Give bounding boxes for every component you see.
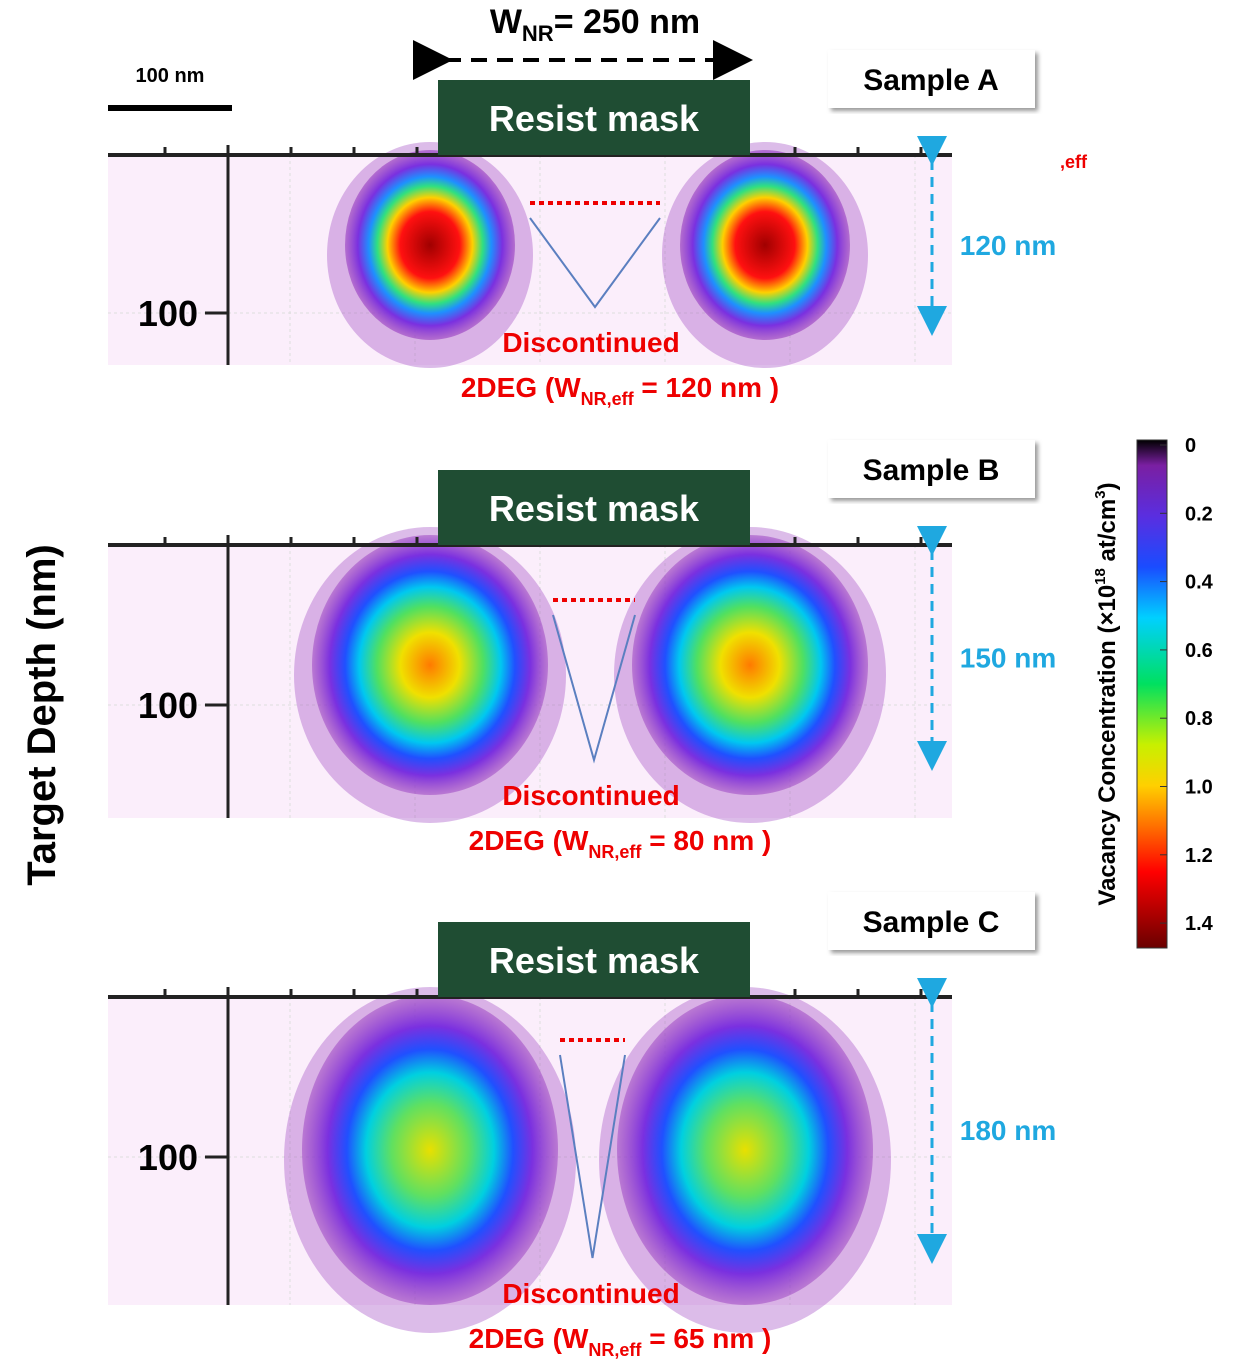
note-line1: Discontinued	[502, 327, 679, 358]
y-tick-label: 100	[138, 1137, 198, 1178]
y-tick-label: 100	[138, 293, 198, 334]
note-line2: 2DEG (WNR,eff = 65 nm )	[469, 1323, 772, 1360]
sample-box	[828, 892, 1035, 950]
depth-label: 120 nm	[960, 230, 1057, 261]
sample-label: Sample A	[863, 64, 999, 97]
vacancy-blob	[632, 535, 868, 795]
vacancy-blob	[617, 995, 873, 1305]
pointer	[552, 614, 636, 764]
sample-label: Sample B	[863, 454, 1000, 487]
sample-box	[828, 50, 1035, 108]
note-sub: NR,eff	[581, 389, 635, 409]
depth-label: 150 nm	[960, 643, 1057, 674]
colorbar-tick-label: 0	[1185, 435, 1196, 457]
mask-label: Resist mask	[489, 488, 700, 529]
cb-title-pre: Vacancy Concentration (×10	[1094, 585, 1121, 906]
colorbar-tick-label: 0.2	[1185, 503, 1213, 525]
scale-bar-label: 100 nm	[136, 65, 205, 87]
note-line2: 2DEG (WNR,eff = 120 nm )	[461, 372, 779, 409]
cb-title-post: )	[1094, 482, 1121, 490]
vacancy-blob	[312, 535, 548, 795]
sample-box	[828, 440, 1035, 498]
stray-label: ,eff	[1060, 152, 1088, 172]
mask-label: Resist mask	[489, 940, 700, 981]
width-rest: = 250 nm	[554, 3, 700, 41]
pointer	[529, 217, 661, 309]
width-sub: NR	[522, 21, 554, 46]
width-main: W	[490, 3, 523, 41]
cb-title-sup: 18	[1092, 568, 1109, 585]
note-line1: Discontinued	[502, 1278, 679, 1309]
y-tick-label: 100	[138, 685, 198, 726]
y-axis-label: Target Depth (nm)	[20, 544, 64, 885]
colorbar-tick-label: 0.6	[1185, 640, 1213, 662]
colorbar-tick-label: 0.4	[1185, 572, 1214, 594]
resist-mask	[438, 80, 750, 155]
colorbar-title: Vacancy Concentration (×1018 at/cm3)	[1092, 482, 1121, 905]
cb-title-sup: 3	[1092, 490, 1109, 498]
vacancy-blob	[345, 150, 515, 340]
cb-title-mid: at/cm	[1094, 499, 1121, 568]
colorbar-tick-label: 1.2	[1185, 845, 1213, 867]
note-post: = 80 nm )	[641, 825, 771, 856]
resist-mask	[438, 470, 750, 545]
sample-label: Sample C	[863, 906, 1000, 939]
note-pre: 2DEG (W	[461, 372, 581, 403]
colorbar-tick-label: 0.8	[1185, 708, 1213, 730]
vacancy-blob	[302, 995, 558, 1305]
resist-mask	[438, 922, 750, 997]
note-pre: 2DEG (W	[469, 1323, 589, 1354]
note-post: = 65 nm )	[641, 1323, 771, 1354]
vacancy-blob	[680, 150, 850, 340]
depth-label: 180 nm	[960, 1115, 1057, 1146]
width-label: WNR= 250 nm	[490, 3, 700, 46]
note-post: = 120 nm )	[634, 372, 780, 403]
note-pre: 2DEG (W	[469, 825, 589, 856]
note-line2: 2DEG (WNR,eff = 80 nm )	[469, 825, 772, 862]
colorbar-tick-label: 1.4	[1185, 913, 1214, 935]
note-line1: Discontinued	[502, 780, 679, 811]
colorbar-tick-label: 1.0	[1185, 777, 1213, 799]
colorbar	[1136, 439, 1168, 949]
pointer	[559, 1054, 626, 1259]
note-sub: NR,eff	[588, 1340, 642, 1360]
mask-label: Resist mask	[489, 98, 700, 139]
note-sub: NR,eff	[588, 842, 642, 862]
